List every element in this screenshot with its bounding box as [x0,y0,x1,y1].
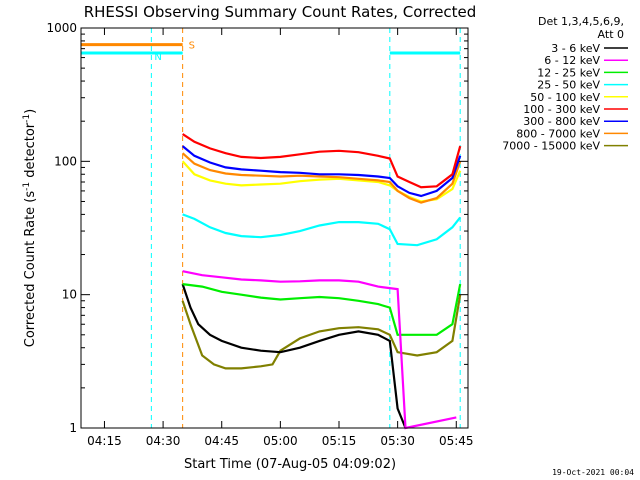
series-line-25-50-keV [182,213,462,247]
series-line-800-7000-keV [181,152,462,204]
y-tick-label: 10 [62,288,77,302]
plot-area: SN [80,28,462,430]
x-tick-label: 05:15 [322,434,357,448]
x-axis-label: Start Time (07-Aug-05 04:09:02) [184,457,396,472]
chart-title: RHESSI Observing Summary Count Rates, Co… [84,3,477,21]
legend-entry-label: 300 - 800 keV [523,115,600,128]
y-tick-label: 1000 [46,21,77,35]
series-line-3-6-keV [181,283,407,429]
legend-entry-label: 800 - 7000 keV [516,127,600,140]
x-tick-label: 05:30 [380,434,415,448]
x-tick-label: 04:15 [87,434,122,448]
x-tick-label: 05:00 [263,434,298,448]
legend-header-line1: Det 1,3,4,5,6,9, [538,15,624,28]
series-line-12-25-keV [182,283,462,336]
plot-frame [80,27,469,429]
y-tick-label: 100 [54,154,77,168]
saa-flag-label: S [189,41,195,52]
legend-entry-label: 6 - 12 keV [544,54,600,67]
series-line-7000-15000-keV [181,294,462,370]
legend-entry-label: 3 - 6 keV [551,42,600,55]
x-tick-label: 05:45 [439,434,474,448]
x-tick-label: 04:45 [204,434,239,448]
timestamp: 19-Oct-2021 00:04 [552,468,634,477]
series-line-6-12-keV [182,270,457,430]
series-line-100-300-keV [181,133,462,189]
legend-entry-label: 50 - 100 keV [530,91,600,104]
legend-entry-label: 12 - 25 keV [537,66,600,79]
legend-entry-label: 25 - 50 keV [537,79,600,92]
legend-header-line2: Att 0 [598,28,624,41]
night-flag-label: N [154,52,161,63]
y-tick-label: 1 [69,421,77,435]
x-tick-label: 04:30 [146,434,181,448]
axes: 04:15 04:30 04:45 05:00 05:15 05:30 05:45 1 10 10… [46,21,473,448]
legend-entry-label: 100 - 300 keV [523,103,600,116]
y-axis-label: Corrected Count Rate (s-1 detector-1) [22,109,38,347]
legend-entry-label: 7000 - 15000 keV [502,140,600,153]
series-line-300-800-keV [181,145,462,198]
